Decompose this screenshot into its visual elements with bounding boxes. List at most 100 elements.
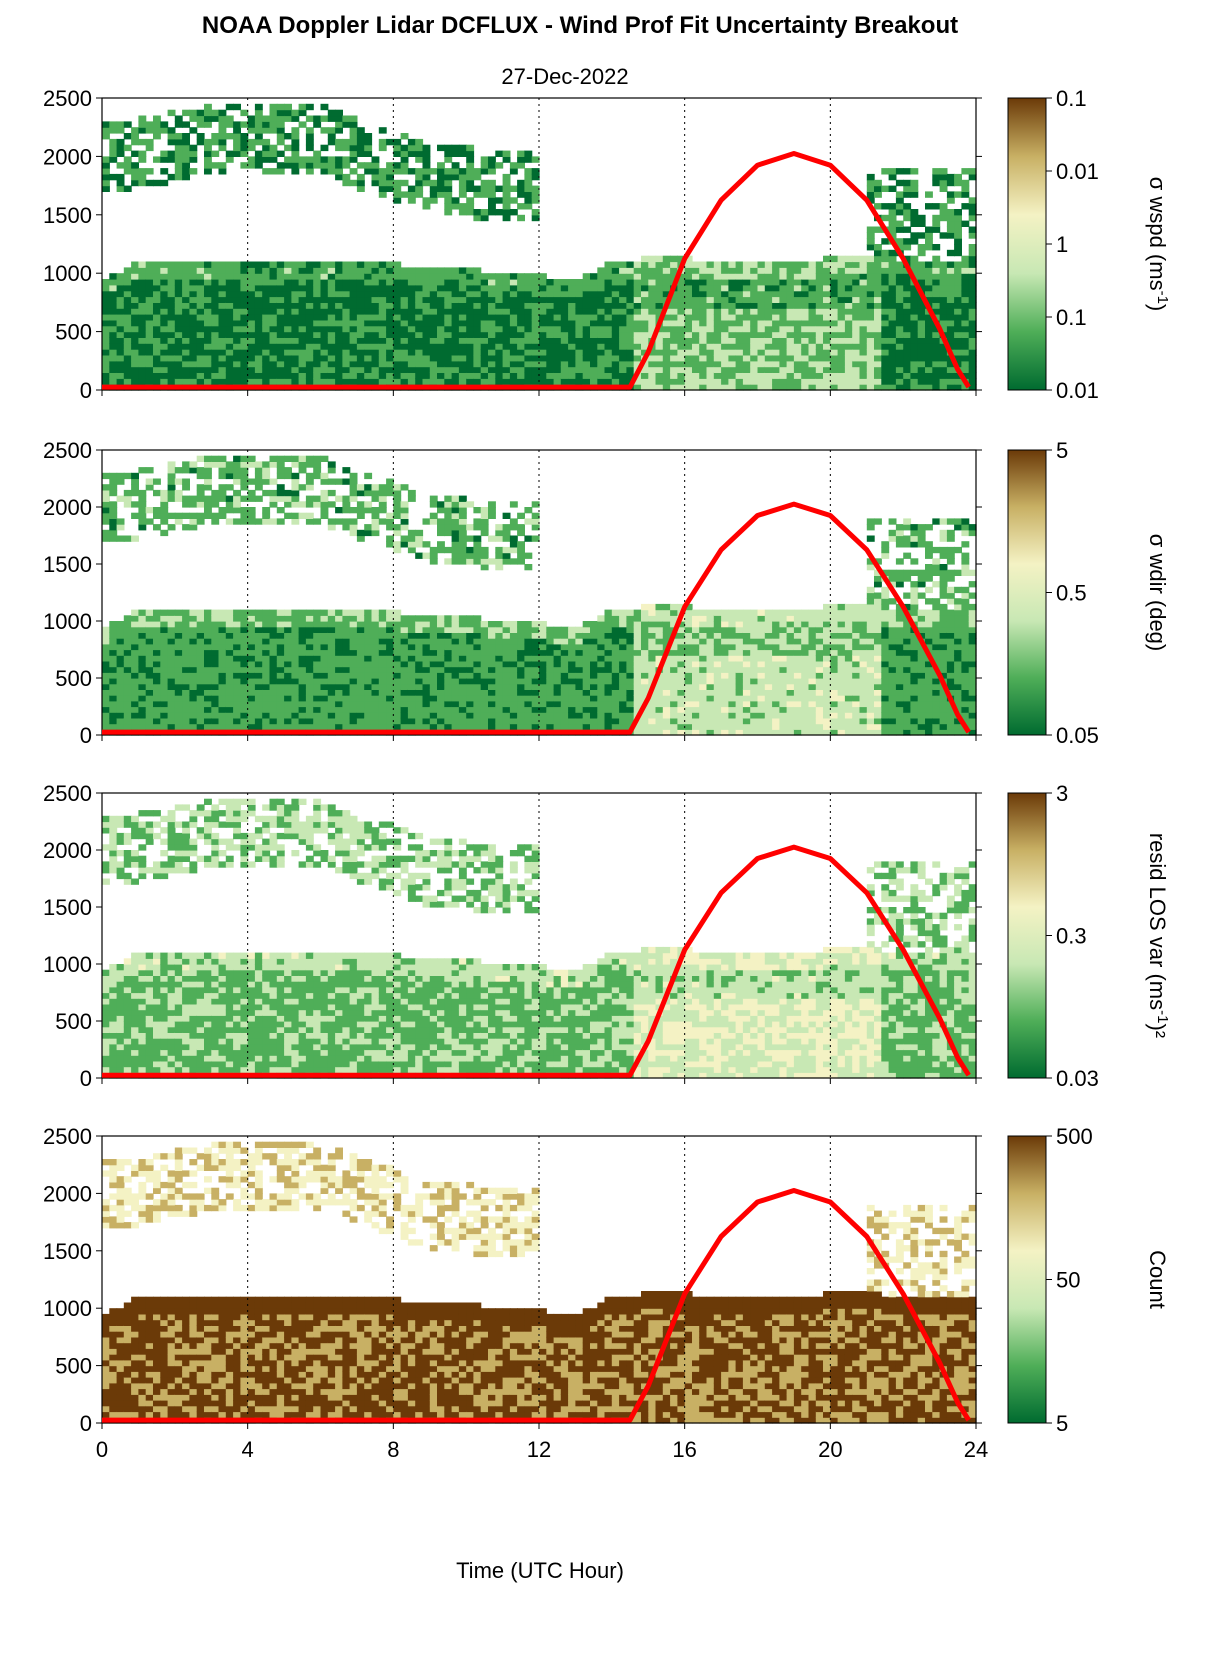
heatmap-cell: [123, 133, 132, 140]
heatmap-cell: [735, 284, 744, 292]
heatmap-cell: [553, 308, 562, 315]
heatmap-cell: [692, 343, 700, 350]
heatmap-cell: [138, 695, 147, 702]
heatmap-cell: [925, 273, 933, 280]
heatmap-cell: [276, 261, 285, 268]
heatmap-cell: [881, 267, 890, 274]
colorbar-tick-label: 0.1: [1056, 305, 1087, 330]
heatmap-cell: [437, 284, 445, 292]
heatmap-cell: [284, 609, 292, 616]
heatmap-cell: [189, 712, 198, 719]
heatmap-cell: [444, 197, 453, 204]
heatmap-cell: [539, 706, 547, 713]
heatmap-cell: [378, 366, 387, 373]
heatmap-cell: [517, 156, 525, 163]
heatmap-cell: [466, 349, 475, 356]
heatmap-cell: [495, 343, 504, 350]
heatmap-cell: [662, 372, 671, 379]
heatmap-cell: [371, 290, 380, 298]
heatmap-cell: [247, 655, 256, 662]
heatmap-cell: [531, 524, 540, 531]
heatmap-cell: [415, 150, 424, 157]
heatmap-cell: [167, 484, 176, 491]
heatmap-cell: [757, 314, 766, 321]
heatmap-cell: [509, 678, 518, 685]
heatmap-cell: [167, 689, 176, 696]
heatmap-cell: [196, 484, 205, 491]
heatmap-cell: [677, 366, 686, 373]
heatmap-cell: [335, 660, 343, 668]
heatmap-cell: [458, 267, 467, 274]
heatmap-cell: [291, 127, 300, 134]
heatmap-cell: [590, 314, 598, 321]
heatmap-cell: [291, 706, 300, 713]
heatmap-cell: [779, 267, 788, 274]
heatmap-cell: [131, 666, 139, 673]
heatmap-cell: [582, 319, 591, 327]
heatmap-cell: [349, 319, 358, 327]
heatmap-cell: [735, 308, 744, 315]
heatmap-cell: [415, 355, 424, 362]
heatmap-cell: [699, 290, 708, 298]
heatmap-cell: [356, 144, 365, 152]
heatmap-cell: [662, 325, 671, 333]
heatmap-cell: [386, 484, 394, 491]
heatmap-cell: [662, 349, 671, 356]
heatmap-cell: [240, 273, 249, 280]
heatmap-cell: [575, 343, 584, 350]
heatmap-cell: [422, 638, 431, 645]
heatmap-cell: [102, 660, 110, 668]
heatmap-cell: [233, 638, 241, 645]
heatmap-cell: [276, 683, 285, 690]
heatmap-cell: [524, 706, 533, 713]
heatmap-cell: [378, 185, 387, 192]
heatmap-cell: [182, 461, 190, 468]
heatmap-cell: [225, 284, 234, 292]
heatmap-cell: [211, 360, 220, 368]
heatmap-cell: [830, 331, 839, 338]
heatmap-cell: [582, 343, 591, 350]
heatmap-cell: [458, 678, 467, 685]
heatmap-cell: [225, 360, 234, 368]
heatmap-cell: [116, 666, 125, 673]
heatmap-cell: [153, 343, 161, 350]
heatmap-cell: [153, 366, 161, 373]
heatmap-cell: [167, 621, 176, 628]
heatmap-cell: [131, 337, 139, 344]
heatmap-cell: [517, 325, 525, 333]
heatmap-cell: [356, 302, 365, 309]
heatmap-cell: [174, 314, 183, 321]
heatmap-cell: [531, 168, 540, 175]
heatmap-cell: [225, 683, 234, 690]
heatmap-cell: [626, 319, 635, 327]
heatmap-cell: [233, 615, 241, 622]
heatmap-cell: [291, 133, 300, 140]
heatmap-cell: [801, 308, 810, 315]
heatmap-cell: [160, 649, 169, 656]
heatmap-cell: [378, 168, 387, 175]
heatmap-cell: [247, 279, 256, 286]
colorbar-gradient: [1007, 97, 1047, 391]
heatmap-cell: [422, 343, 431, 350]
heatmap-cell: [109, 472, 118, 480]
heatmap-cell: [378, 325, 387, 333]
heatmap-cell: [276, 302, 285, 309]
heatmap-cell: [684, 314, 693, 321]
heatmap-cell: [458, 649, 467, 656]
heatmap-cell: [153, 632, 161, 639]
heatmap-cell: [415, 191, 424, 198]
heatmap-cell: [815, 279, 824, 286]
heatmap-cell: [327, 308, 336, 315]
heatmap-cell: [451, 541, 460, 548]
heatmap-cell: [415, 666, 424, 673]
heatmap-cell: [320, 378, 329, 385]
heatmap-cell: [218, 672, 227, 679]
heatmap-cell: [888, 296, 897, 303]
heatmap-cell: [327, 672, 336, 679]
heatmap-cell: [837, 267, 846, 274]
heatmap-cell: [458, 185, 467, 192]
heatmap-cell: [422, 660, 431, 668]
heatmap-cell: [116, 672, 125, 679]
heatmap-cell: [524, 197, 533, 204]
heatmap-cell: [444, 360, 453, 368]
